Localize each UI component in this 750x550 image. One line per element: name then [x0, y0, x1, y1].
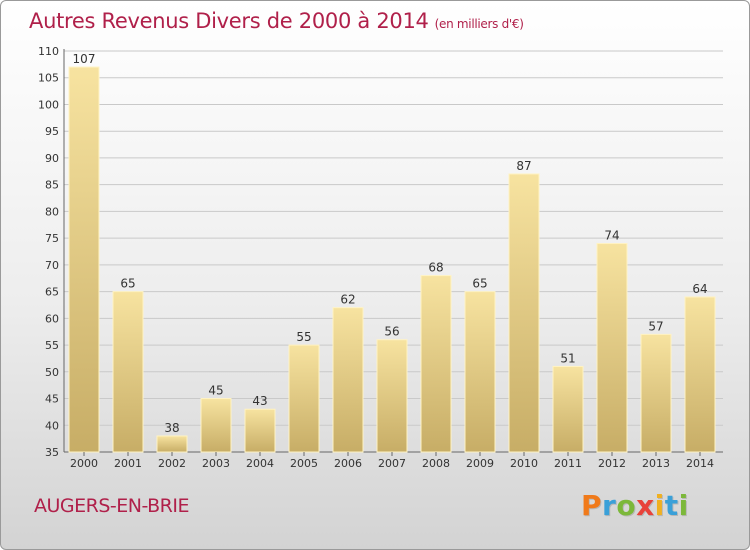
commune-name: AUGERS-EN-BRIE [34, 495, 190, 517]
chart-title-text: Autres Revenus Divers de 2000 à 2014 [29, 9, 429, 33]
bar-2012 [596, 242, 628, 453]
data-label: 45 [208, 384, 223, 398]
x-tick-label: 2002 [158, 457, 186, 470]
data-label: 65 [120, 277, 135, 291]
y-tick-label: 100 [38, 98, 59, 111]
proxiti-logo: Proxiti [581, 489, 689, 522]
y-tick-label: 95 [45, 125, 59, 138]
y-tick-label: 80 [45, 205, 59, 218]
data-label: 56 [384, 325, 399, 339]
x-tick-label: 2012 [598, 457, 626, 470]
bar-2009 [464, 291, 496, 453]
x-tick-label: 2001 [114, 457, 142, 470]
y-tick-label: 40 [45, 419, 59, 432]
y-tick-label: 50 [45, 366, 59, 379]
bar-2006 [332, 307, 364, 453]
x-tick-label: 2005 [290, 457, 318, 470]
bar-2005 [288, 344, 320, 453]
chart-title: Autres Revenus Divers de 2000 à 2014 (en … [29, 9, 524, 33]
bar-2010 [508, 173, 540, 453]
data-label: 62 [340, 293, 355, 307]
data-label: 87 [516, 159, 531, 173]
data-label: 74 [604, 228, 619, 242]
x-tick-label: 2013 [642, 457, 670, 470]
x-tick-label: 2009 [466, 457, 494, 470]
y-tick-label: 75 [45, 232, 59, 245]
data-label: 65 [472, 277, 487, 291]
bar-2003 [200, 398, 232, 453]
x-tick-label: 2007 [378, 457, 406, 470]
x-tick-label: 2006 [334, 457, 362, 470]
data-label: 38 [164, 421, 179, 435]
y-tick-label: 45 [45, 393, 59, 406]
data-label: 51 [560, 351, 575, 365]
data-label: 107 [73, 52, 96, 66]
data-label: 64 [692, 282, 707, 296]
bar-2000 [68, 66, 100, 453]
x-tick-label: 2011 [554, 457, 582, 470]
data-label: 57 [648, 319, 663, 333]
y-tick-label: 85 [45, 179, 59, 192]
bar-2014 [684, 296, 716, 453]
y-tick-label: 90 [45, 152, 59, 165]
bar-2002 [156, 435, 188, 453]
y-tick-label: 55 [45, 339, 59, 352]
bar-2004 [244, 408, 276, 453]
x-tick-label: 2008 [422, 457, 450, 470]
chart-subtitle: (en milliers d'€) [434, 17, 524, 31]
x-tick-label: 2000 [70, 457, 98, 470]
data-label: 68 [428, 261, 443, 275]
y-tick-label: 35 [45, 446, 59, 459]
data-label: 43 [252, 394, 267, 408]
x-tick-label: 2014 [686, 457, 714, 470]
x-tick-label: 2004 [246, 457, 274, 470]
bar-2001 [112, 291, 144, 453]
y-tick-label: 60 [45, 312, 59, 325]
y-tick-label: 105 [38, 72, 59, 85]
x-tick-label: 2003 [202, 457, 230, 470]
y-tick-label: 70 [45, 259, 59, 272]
bar-2011 [552, 365, 584, 453]
bar-2008 [420, 275, 452, 453]
bar-2007 [376, 339, 408, 453]
x-tick-label: 2010 [510, 457, 538, 470]
y-tick-label: 65 [45, 286, 59, 299]
y-tick-label: 110 [38, 45, 59, 58]
data-label: 55 [296, 330, 311, 344]
bar-2013 [640, 333, 672, 453]
